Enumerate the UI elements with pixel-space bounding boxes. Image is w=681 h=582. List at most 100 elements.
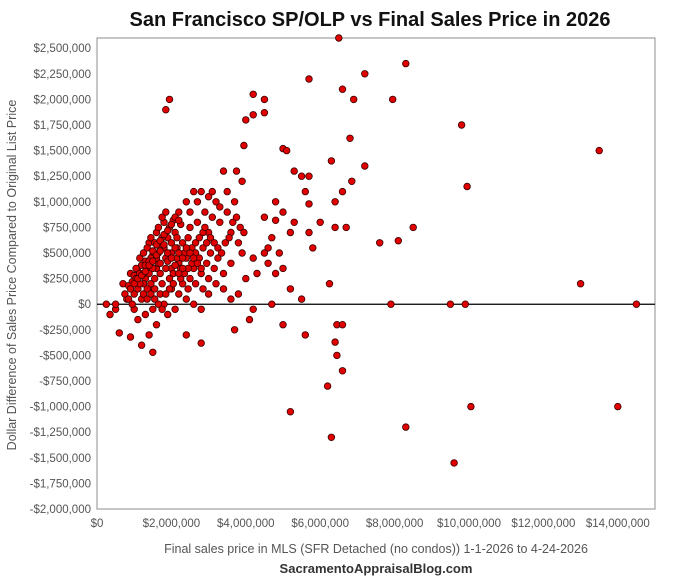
data-point	[139, 249, 148, 257]
data-point	[184, 285, 192, 293]
y-tick-label: $500,000	[43, 248, 91, 260]
data-point	[264, 244, 272, 252]
y-tick-label: -$1,500,000	[30, 453, 91, 465]
data-point	[154, 300, 163, 308]
data-point	[219, 167, 228, 175]
data-point	[309, 244, 317, 252]
data-point	[149, 257, 157, 265]
data-point	[268, 300, 276, 308]
data-point	[169, 280, 177, 288]
x-axis-ticks: $0 $2,000,000 $4,000,000 $6,000,000 $8,000,0…	[91, 518, 650, 530]
data-point	[249, 254, 257, 262]
data-point	[165, 95, 174, 104]
data-point	[126, 333, 135, 341]
data-point	[450, 459, 458, 467]
data-point	[156, 247, 164, 255]
data-point	[387, 300, 395, 308]
x-tick-label: $2,000,000	[143, 518, 201, 530]
data-point	[271, 198, 280, 206]
data-point	[297, 295, 306, 303]
data-point	[193, 259, 202, 267]
data-point	[394, 236, 402, 245]
data-point	[260, 213, 269, 221]
data-point	[149, 305, 157, 313]
data-point	[162, 264, 170, 273]
data-point	[186, 274, 194, 283]
data-point	[331, 223, 339, 232]
data-point	[283, 146, 291, 155]
data-point	[210, 239, 218, 247]
data-point	[193, 218, 202, 226]
y-tick-label: $1,500,000	[33, 146, 91, 158]
y-axis-label: Dollar Difference of Sales Price Compare…	[5, 100, 19, 451]
data-point	[162, 290, 170, 298]
y-tick-label: $2,000,000	[33, 94, 91, 106]
data-point	[208, 213, 216, 221]
data-point	[171, 305, 179, 313]
data-point	[160, 241, 168, 249]
data-point	[236, 223, 244, 232]
data-points	[102, 34, 641, 467]
data-point	[202, 259, 211, 267]
data-point	[227, 259, 235, 267]
data-point	[102, 300, 110, 308]
data-point	[402, 59, 410, 68]
data-point	[286, 285, 295, 293]
data-point	[175, 249, 183, 257]
data-point	[271, 216, 280, 224]
data-point	[156, 269, 164, 278]
data-point	[147, 280, 155, 288]
data-point	[186, 249, 194, 257]
data-point	[158, 213, 166, 221]
y-tick-label: $1,000,000	[33, 197, 91, 209]
data-point	[467, 402, 475, 411]
data-point	[402, 423, 410, 431]
data-point	[191, 239, 200, 247]
data-point	[201, 223, 209, 232]
data-point	[463, 182, 471, 191]
data-point	[338, 85, 347, 93]
data-point	[219, 285, 228, 293]
data-point	[182, 244, 190, 252]
data-point	[186, 208, 194, 216]
data-point	[191, 280, 200, 288]
data-point	[178, 264, 187, 273]
data-point	[268, 233, 276, 242]
data-point	[212, 280, 220, 288]
data-point	[389, 95, 397, 104]
data-point	[214, 254, 222, 262]
x-tick-label: $14,000,000	[586, 518, 650, 530]
plot-area	[96, 37, 656, 510]
data-point	[143, 295, 151, 303]
data-point	[147, 290, 155, 298]
data-point	[219, 269, 228, 278]
chart-title: San Francisco SP/OLP vs Final Sales Pric…	[130, 9, 611, 31]
data-point	[225, 233, 233, 242]
data-point	[171, 261, 179, 269]
data-point	[197, 264, 205, 273]
data-point	[234, 239, 243, 247]
y-tick-label: $250,000	[43, 274, 91, 286]
data-point	[461, 300, 469, 308]
data-point	[210, 264, 218, 273]
data-point	[165, 274, 174, 283]
y-tick-label: -$250,000	[39, 325, 91, 337]
data-point	[154, 223, 163, 232]
data-point	[216, 218, 224, 226]
data-point	[130, 280, 138, 288]
data-point	[595, 146, 603, 155]
data-point	[576, 280, 585, 288]
data-point	[348, 177, 356, 185]
data-point	[238, 177, 246, 185]
x-tick-label: $10,000,000	[437, 518, 501, 530]
y-tick-label: $750,000	[43, 222, 91, 234]
data-point	[186, 223, 194, 232]
y-tick-label: $0	[78, 299, 91, 311]
data-point	[163, 226, 172, 235]
data-point	[189, 187, 198, 196]
y-tick-label: $2,250,000	[33, 69, 91, 81]
data-point	[297, 172, 306, 180]
data-point	[197, 305, 205, 313]
data-point	[232, 213, 241, 221]
